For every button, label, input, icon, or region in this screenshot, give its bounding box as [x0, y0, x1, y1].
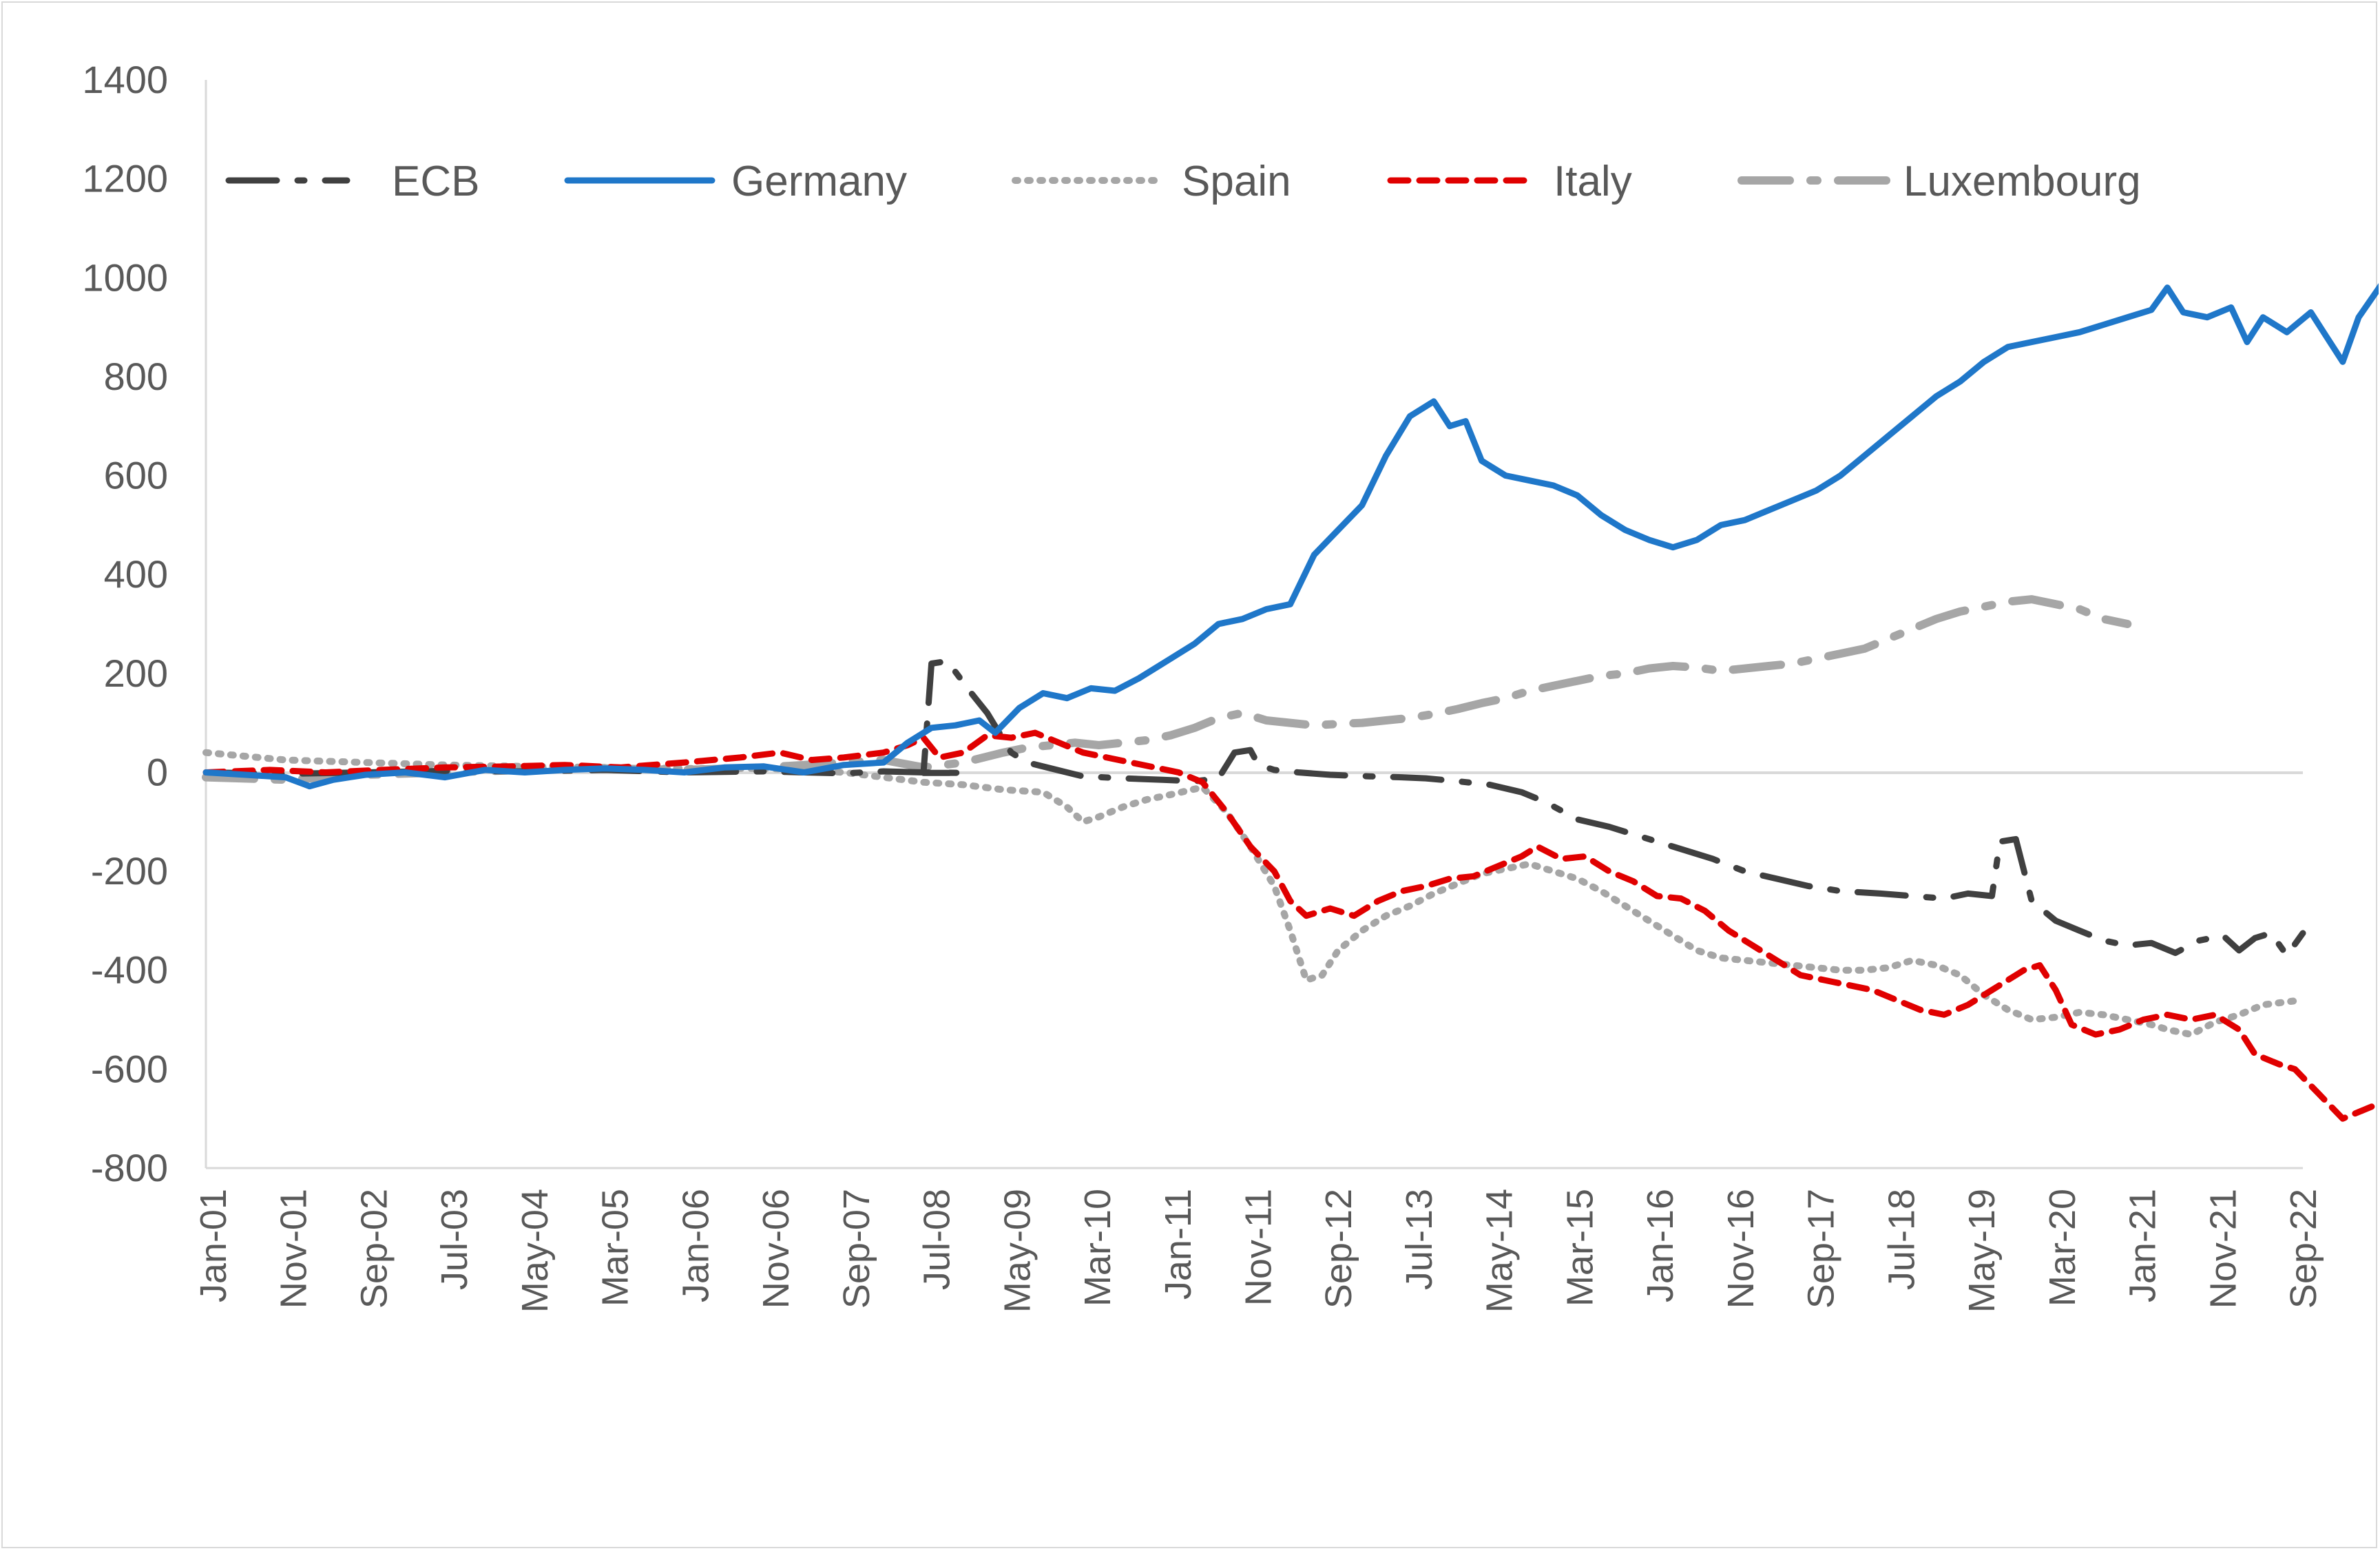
x-tick-label: Nov-11: [1238, 1189, 1280, 1306]
x-tick-label: Nov-06: [755, 1189, 797, 1309]
x-tick-label: Nov-21: [2202, 1189, 2244, 1309]
line-chart: 1400 1200 1000 800 600 400 200 0 -200 -400 -600 -80…: [82, 58, 2379, 1313]
x-tick-label: Nov-16: [1720, 1189, 1762, 1309]
x-tick-label: Jan-01: [193, 1189, 234, 1302]
x-tick-labels: Jan-01 Nov-01 Sep-02 Jul-03 May-04 Mar-05 Jan-…: [193, 1189, 2324, 1313]
legend-label-italy: Italy: [1554, 158, 1632, 205]
y-tick-label: 800: [104, 355, 168, 398]
x-tick-label: Jul-18: [1881, 1189, 1922, 1290]
y-tick-label: -400: [91, 948, 168, 992]
x-tick-label: Sep-12: [1318, 1189, 1359, 1309]
x-tick-label: Jan-16: [1640, 1189, 1681, 1302]
series-line-germany: [202, 282, 2379, 790]
x-tick-label: Sep-02: [353, 1189, 395, 1309]
x-tick-label: Jan-21: [2122, 1189, 2164, 1302]
x-tick-label: Sep-17: [1801, 1189, 1842, 1309]
y-tick-label: -200: [91, 849, 168, 893]
legend-label-ecb: ECB: [392, 158, 479, 205]
y-tick-label: 200: [104, 652, 168, 695]
x-tick-label: May-19: [1961, 1189, 2003, 1313]
y-tick-label: 1000: [82, 256, 168, 299]
series-line-luxembourg: [202, 595, 2132, 784]
y-tick-label: 600: [104, 454, 168, 497]
x-tick-label: Sep-22: [2283, 1189, 2324, 1309]
x-tick-label: May-09: [996, 1189, 1038, 1313]
x-tick-label: Mar-15: [1559, 1189, 1600, 1307]
y-tick-label: 0: [147, 750, 168, 793]
x-tick-label: Jan-06: [675, 1189, 716, 1302]
series-line-italy: [202, 729, 2379, 1122]
y-tick-label: -800: [91, 1146, 168, 1189]
y-tick-label: 1200: [82, 157, 168, 200]
x-tick-label: Jul-08: [917, 1189, 958, 1290]
legend-label-germany: Germany: [731, 158, 907, 205]
y-tick-label: 400: [104, 552, 168, 596]
legend-label-luxembourg: Luxembourg: [1903, 158, 2141, 205]
legend: ECB Germany Spain Italy Luxembourg: [225, 158, 2141, 205]
y-tick-labels: 1400 1200 1000 800 600 400 200 0 -200 -400 -600 -80…: [82, 58, 168, 1189]
x-tick-label: May-14: [1479, 1189, 1521, 1313]
x-tick-label: Jan-11: [1158, 1189, 1199, 1300]
x-tick-label: Mar-10: [1077, 1189, 1118, 1307]
series-lines: [202, 282, 2379, 1122]
x-tick-label: Mar-05: [595, 1189, 636, 1307]
series-line-ecb: [202, 658, 2306, 959]
x-tick-label: Nov-01: [273, 1189, 315, 1309]
x-tick-label: Jul-03: [434, 1189, 475, 1290]
x-tick-label: Sep-07: [836, 1189, 877, 1309]
legend-label-spain: Spain: [1182, 158, 1291, 205]
x-tick-label: Mar-20: [2042, 1189, 2083, 1307]
x-tick-label: May-04: [514, 1189, 556, 1313]
series-line-spain: [202, 749, 2306, 1039]
y-tick-label: -600: [91, 1047, 168, 1090]
y-tick-label: 1400: [82, 58, 168, 101]
x-tick-label: Jul-13: [1399, 1189, 1440, 1290]
